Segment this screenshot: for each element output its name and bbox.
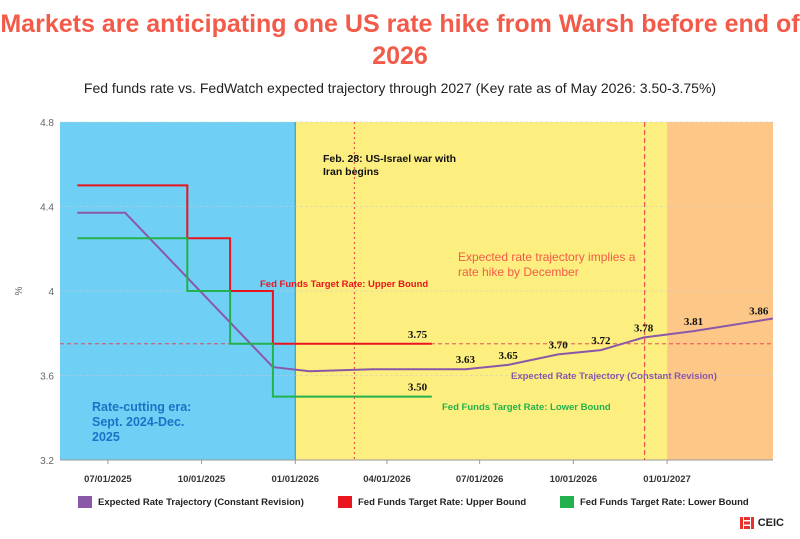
data-label: 3.75	[408, 329, 428, 341]
x-tick-label: 01/01/2027	[643, 474, 691, 485]
annotation-war: Feb. 28: US-Israel war with Iran begins	[323, 153, 456, 178]
legend-swatch-upper	[338, 496, 352, 508]
ceic-logo-text: CEIC	[757, 517, 784, 529]
x-tick-label: 07/01/2025	[84, 474, 132, 485]
x-tick-label: 10/01/2026	[550, 474, 598, 485]
annotation-upper-bound: Fed Funds Target Rate: Upper Bound	[260, 279, 428, 290]
y-tick-label: 4.4	[40, 203, 54, 214]
y-axis-label: %	[14, 286, 25, 295]
series-lower-line	[77, 237, 432, 398]
y-tick-label: 3.6	[40, 372, 54, 383]
ceic-logo-icon	[739, 517, 754, 529]
legend-label-trajectory: Expected Rate Trajectory (Constant Revis…	[98, 496, 304, 508]
data-label: 3.50	[408, 382, 428, 394]
y-tick-label: 4.8	[40, 118, 54, 129]
legend-swatch-lower	[560, 496, 574, 508]
legend-item-trajectory: Expected Rate Trajectory (Constant Revis…	[78, 496, 304, 508]
data-label: 3.65	[499, 350, 519, 362]
x-tick-label: 10/01/2025	[178, 474, 226, 485]
x-tick-label: 07/01/2026	[456, 474, 504, 485]
ceic-logo: CEIC	[739, 517, 784, 529]
annotation-hike: Expected rate trajectory implies a rate h…	[458, 250, 636, 279]
legend-label-lower: Fed Funds Target Rate: Lower Bound	[580, 496, 749, 508]
data-label: 3.78	[634, 322, 654, 334]
legend-label-upper: Fed Funds Target Rate: Upper Bound	[358, 496, 527, 508]
x-tick-label: 01/01/2026	[272, 474, 320, 485]
annotation-era: Rate-cutting era: Sept. 2024-Dec. 2025	[92, 400, 191, 444]
annotation-lower-bound: Fed Funds Target Rate: Lower Bound	[442, 402, 611, 413]
data-label: 3.81	[684, 316, 703, 328]
data-label: 3.70	[548, 339, 568, 351]
x-tick-label: 04/01/2026	[363, 474, 411, 485]
chart-subtitle: Fed funds rate vs. FedWatch expected tra…	[83, 80, 717, 96]
annotation-trajectory: Expected Rate Trajectory (Constant Revis…	[511, 371, 717, 382]
y-tick-label: 4	[48, 287, 54, 298]
legend-swatch-trajectory	[78, 496, 92, 508]
series-upper-line	[77, 184, 432, 345]
chart-title: Markets are anticipating one US rate hik…	[0, 10, 800, 70]
data-label: 3.72	[591, 335, 611, 347]
data-label: 3.63	[456, 354, 476, 366]
legend-item-lower: Fed Funds Target Rate: Lower Bound	[560, 496, 749, 508]
legend-item-upper: Fed Funds Target Rate: Upper Bound	[338, 496, 526, 508]
legend: Expected Rate Trajectory (Constant Revis…	[0, 496, 800, 516]
data-label: 3.86	[749, 306, 769, 318]
y-tick-label: 3.2	[40, 456, 54, 467]
series-trajectory-line	[77, 211, 774, 373]
